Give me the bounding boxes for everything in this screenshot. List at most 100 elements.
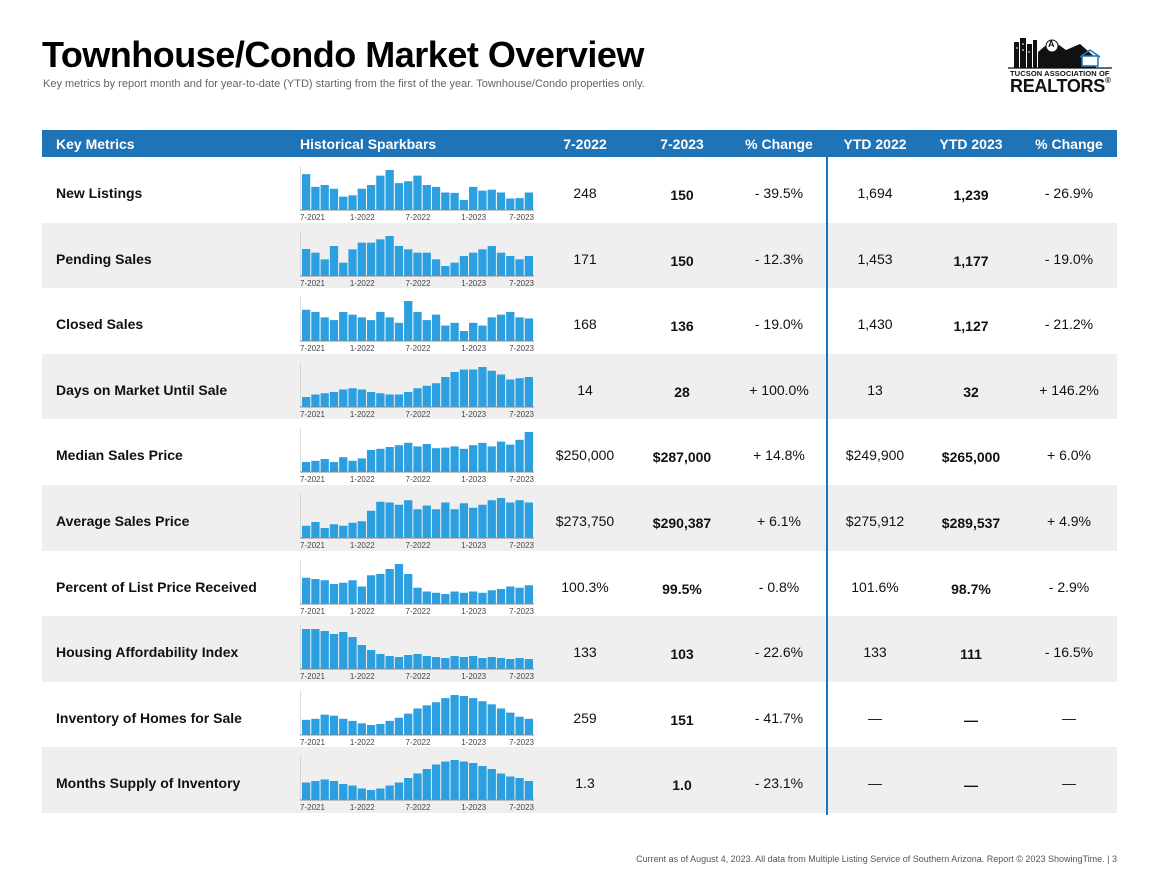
- footer-note: Current as of August 4, 2023. All data f…: [636, 854, 1117, 864]
- spark-bar: [413, 773, 422, 801]
- spark-bar: [487, 370, 496, 407]
- market-overview-table: Key Metrics Historical Sparkbars 7-2022 …: [42, 130, 1117, 813]
- value-pct-change-month: + 6.1%: [757, 512, 801, 529]
- spark-bar: [311, 578, 320, 604]
- spark-bar: [441, 325, 450, 342]
- spark-bar: [376, 449, 385, 473]
- sparkbar-chart: 7-2021 1-2022 7-2022 1-2023 7-2023: [300, 166, 534, 222]
- spark-bar: [394, 717, 404, 735]
- col-pct-change-ytd: % Change: [1035, 136, 1103, 152]
- spark-bar: [431, 657, 441, 670]
- spark-bar: [469, 763, 478, 801]
- spark-bar: [366, 320, 376, 342]
- sparkbar-chart: 7-2021 1-2022 7-2022 1-2023 7-2023: [300, 493, 534, 550]
- spark-bar: [329, 634, 339, 670]
- spark-axis-label: 7-2022: [406, 279, 431, 288]
- col-historical-sparkbars: Historical Sparkbars: [300, 136, 437, 152]
- spark-bar: [348, 522, 357, 538]
- spark-bar: [422, 185, 431, 210]
- spark-bar: [311, 629, 320, 670]
- spark-axis-label: 7-2023: [509, 607, 534, 616]
- spark-bar: [394, 183, 404, 211]
- spark-bar: [441, 502, 450, 538]
- spark-axis-label: 7-2021: [300, 738, 325, 747]
- spark-bar: [385, 656, 394, 670]
- spark-bar: [366, 790, 376, 801]
- spark-bar: [441, 376, 450, 407]
- spark-bar: [366, 574, 376, 604]
- spark-bar: [506, 198, 515, 210]
- spark-bar: [311, 252, 320, 276]
- spark-bar: [459, 761, 469, 801]
- spark-bar: [431, 314, 441, 342]
- spark-bar: [524, 718, 533, 735]
- spark-bar: [311, 521, 320, 538]
- spark-bar: [450, 371, 459, 407]
- spark-bar: [339, 718, 348, 735]
- spark-axis-label: 1-2023: [461, 803, 486, 812]
- col-ytd-2022: YTD 2022: [843, 136, 907, 152]
- spark-axis-label: 7-2023: [509, 803, 534, 812]
- spark-bar: [329, 462, 339, 473]
- spark-bar: [348, 388, 357, 407]
- spark-bar: [329, 188, 339, 210]
- value-ytd-2022: 13: [867, 381, 883, 398]
- spark-bar: [515, 258, 524, 276]
- spark-bar: [404, 573, 413, 604]
- spark-bar: [524, 432, 533, 473]
- spark-axis-label: 1-2023: [461, 541, 486, 550]
- spark-bar: [376, 175, 385, 211]
- spark-axis-label: 1-2022: [350, 803, 375, 812]
- value-ytd-2023: —: [964, 777, 978, 794]
- value-ytd-2023: —: [964, 711, 978, 728]
- spark-bar: [376, 723, 385, 735]
- sparkbar-chart: 7-2021 1-2022 7-2022 1-2023 7-2023: [300, 559, 534, 616]
- sparkbar-chart: 7-2021 1-2022 7-2022 1-2023 7-2023: [300, 690, 534, 747]
- spark-axis-label: 1-2022: [350, 541, 375, 550]
- sparkbar-chart: 7-2021 1-2022 7-2022 1-2023 7-2023: [300, 428, 534, 484]
- spark-bar: [320, 779, 329, 801]
- spark-bar: [469, 591, 478, 604]
- spark-axis-label: 7-2022: [406, 475, 431, 484]
- spark-bar: [320, 317, 329, 342]
- value-pct-change-ytd: —: [1062, 775, 1076, 792]
- spark-axis-label: 1-2023: [461, 738, 486, 747]
- spark-axis-label: 1-2023: [461, 607, 486, 616]
- spark-bar: [450, 192, 459, 211]
- spark-bar: [348, 579, 357, 604]
- spark-axis-label: 7-2022: [406, 803, 431, 812]
- value-month-2023: $290,387: [652, 514, 712, 531]
- spark-bar: [506, 659, 515, 670]
- spark-bar: [487, 189, 496, 210]
- spark-bar: [404, 655, 413, 670]
- value-month-2023: 150: [670, 187, 694, 203]
- spark-bar: [431, 186, 441, 211]
- value-ytd-2023: 111: [960, 646, 982, 663]
- spark-axis-label: 7-2022: [406, 213, 431, 222]
- spark-bar: [496, 252, 506, 276]
- spark-bar: [302, 577, 311, 604]
- table-row: Pending Sales 7-2021 1-2022 7-2022 1-2023 7-2…: [42, 222, 1117, 289]
- spark-bar: [496, 658, 506, 670]
- spark-axis-label: 7-2021: [300, 344, 325, 353]
- value-ytd-2022: —: [868, 775, 882, 792]
- col-month-2022: 7-2022: [563, 136, 607, 152]
- spark-bar: [469, 656, 478, 670]
- spark-bar: [320, 459, 329, 473]
- spark-bar: [478, 592, 487, 604]
- spark-bar: [431, 764, 441, 801]
- value-pct-change-month: - 19.0%: [754, 316, 804, 333]
- spark-bar: [376, 788, 385, 801]
- spark-axis-label: 7-2021: [300, 213, 325, 222]
- spark-bar: [413, 446, 422, 473]
- spark-bar: [357, 389, 366, 407]
- spark-bar: [348, 461, 357, 473]
- value-month-2023: 1.0: [672, 777, 692, 794]
- spark-bar: [459, 503, 469, 538]
- spark-bar: [524, 376, 533, 407]
- spark-bar: [302, 629, 311, 670]
- spark-bar: [404, 301, 413, 342]
- spark-bar: [450, 262, 459, 276]
- spark-bar: [506, 502, 515, 538]
- sparkbar-chart: 7-2021 1-2022 7-2022 1-2023 7-2023: [300, 756, 534, 812]
